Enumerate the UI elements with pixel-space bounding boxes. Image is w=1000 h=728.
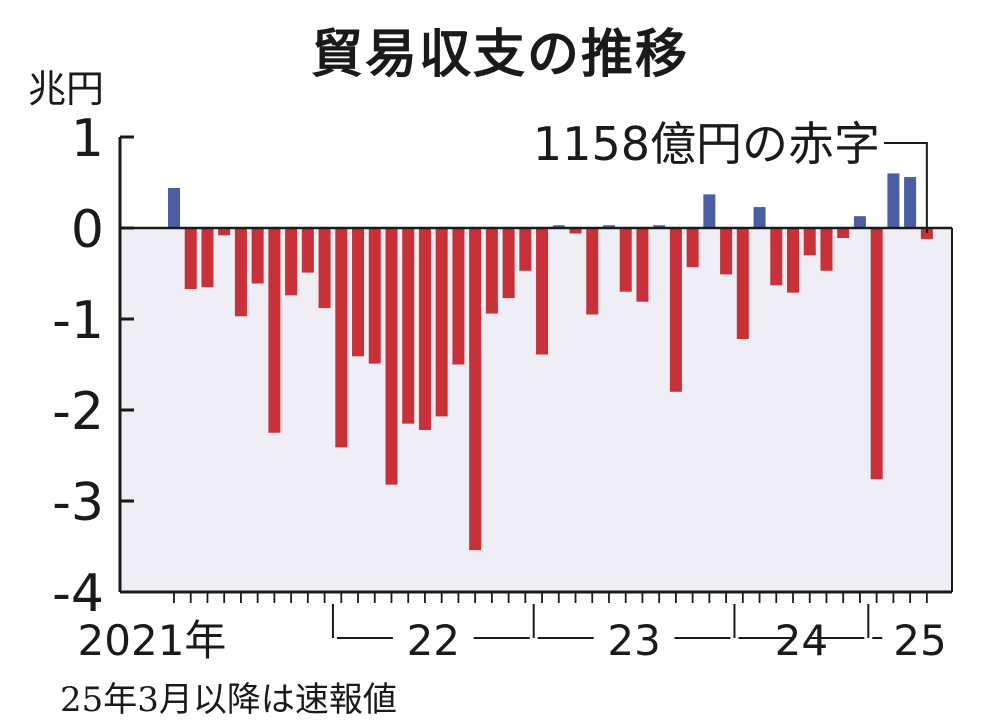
deficit-bar — [586, 228, 599, 315]
deficit-bar — [268, 228, 281, 433]
surplus-bar — [168, 187, 180, 228]
annotation-leader-line — [884, 142, 928, 233]
deficit-bar — [519, 228, 532, 271]
surplus-bar — [653, 225, 666, 228]
surplus-bar — [753, 207, 766, 228]
y-tick-label: 0 — [71, 200, 104, 260]
deficit-annotation: 1158億円の赤字 — [533, 117, 880, 171]
deficit-bar — [686, 228, 699, 268]
chart-note: 25年3月以降は速報値 — [60, 680, 397, 720]
deficit-bar — [820, 228, 833, 271]
deficit-bar — [619, 228, 632, 292]
y-tick-label: -3 — [52, 473, 104, 533]
deficit-bar — [720, 228, 733, 275]
surplus-bar — [602, 225, 615, 228]
deficit-bar — [251, 228, 264, 284]
deficit-bar — [669, 228, 682, 392]
deficit-bar — [435, 228, 448, 417]
deficit-bar — [418, 228, 431, 431]
y-tick-label: 1 — [71, 109, 104, 169]
deficit-bar — [234, 228, 247, 317]
y-tick-label: -2 — [52, 382, 104, 442]
surplus-bar — [552, 225, 565, 228]
deficit-bar — [335, 228, 348, 448]
y-tick-label: -1 — [52, 291, 104, 351]
deficit-bar — [402, 228, 415, 424]
deficit-bar — [218, 228, 231, 236]
surplus-bar — [853, 216, 866, 228]
plot-background — [120, 228, 952, 592]
deficit-bar — [469, 228, 482, 551]
x-axis-year-label: 22 — [407, 616, 460, 665]
deficit-bar — [318, 228, 331, 309]
deficit-bar — [837, 228, 850, 239]
x-axis-year-label: 23 — [607, 616, 660, 665]
deficit-bar — [736, 228, 749, 340]
deficit-bar — [502, 228, 515, 299]
surplus-bar — [887, 173, 900, 228]
deficit-bar — [787, 228, 800, 293]
deficit-bar — [352, 228, 365, 357]
surplus-bar — [904, 177, 917, 228]
deficit-bar — [301, 228, 314, 273]
deficit-bar — [184, 228, 197, 289]
y-axis-unit: 兆円 — [28, 67, 105, 111]
deficit-bar — [285, 228, 298, 296]
x-axis-year-label: 25 — [893, 616, 946, 665]
deficit-bar — [385, 228, 398, 485]
deficit-bar — [770, 228, 783, 286]
chart-title: 貿易収支の推移 — [310, 25, 689, 85]
deficit-bar — [636, 228, 649, 302]
deficit-bar — [201, 228, 214, 288]
deficit-bar — [920, 228, 933, 239]
surplus-bar — [703, 194, 716, 228]
deficit-bar — [485, 228, 498, 314]
deficit-bar — [368, 228, 381, 364]
y-tick-label: -4 — [52, 564, 104, 624]
deficit-bar — [452, 228, 465, 365]
deficit-bar — [803, 228, 816, 256]
deficit-bar — [536, 228, 549, 355]
deficit-bar — [569, 228, 582, 234]
deficit-bar — [870, 228, 883, 480]
x-axis-year-label: 2021年 — [78, 616, 227, 665]
x-axis-year-label: 24 — [775, 616, 828, 665]
